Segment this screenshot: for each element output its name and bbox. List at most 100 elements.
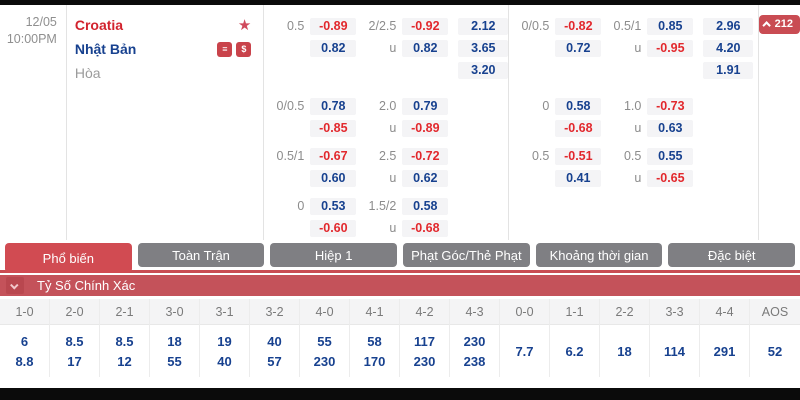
odds-value[interactable]: 3.65 — [458, 39, 509, 57]
odds-row: 0/0.5 -0.82 0.5/1 0.85 2.96 — [513, 15, 757, 37]
odds-value[interactable]: 0.63 — [647, 119, 694, 137]
dollar-badge-icon[interactable]: $ — [236, 41, 252, 57]
banknote-badge-icon[interactable]: ≡ — [217, 41, 233, 57]
odds-block: 0/0.5 0.78 2.0 0.79 -0.85 u -0.89 — [268, 95, 508, 139]
odds-value[interactable]: 0.62 — [402, 169, 449, 187]
odds-value[interactable]: 0.78 — [310, 97, 357, 115]
odds-value[interactable]: -0.68 — [402, 219, 449, 237]
score-odds[interactable]: 6.2 — [565, 343, 584, 359]
score-values: 8.5 17 — [50, 325, 99, 377]
odds-value[interactable]: 1.91 — [703, 61, 754, 79]
odds-value[interactable]: -0.73 — [647, 97, 694, 115]
score-odds[interactable]: 58 — [367, 333, 382, 349]
score-odds[interactable]: 230 — [463, 333, 486, 349]
odds-value[interactable]: 0.85 — [647, 17, 694, 35]
empty-cell — [402, 62, 448, 79]
tab-2[interactable]: Toàn Trận — [137, 243, 265, 267]
score-values: 7.7 — [500, 325, 549, 377]
odds-block: 0/0.5 -0.82 0.5/1 0.85 2.96 0.72 u -0.95 4.20 1.9… — [513, 15, 757, 81]
handicap-line-label: 0.5 — [286, 19, 305, 33]
score-column: AOS 52 — [750, 299, 800, 377]
odds-value[interactable]: -0.67 — [310, 147, 357, 165]
tab-3[interactable]: Hiệp 1 — [270, 243, 398, 267]
score-column: 4-1 58 170 — [350, 299, 400, 377]
score-odds[interactable]: 8.8 — [15, 353, 34, 369]
odds-value[interactable]: -0.60 — [310, 219, 357, 237]
score-odds[interactable]: 18 — [617, 343, 632, 359]
odds-value[interactable]: -0.89 — [402, 119, 449, 137]
handicap-line-label: u — [389, 171, 397, 185]
score-odds[interactable]: 238 — [463, 353, 486, 369]
score-odds[interactable]: 114 — [664, 343, 685, 359]
odds-row: 0.5 -0.89 2/2.5 -0.92 2.12 — [268, 15, 509, 37]
more-markets-column: 212 — [758, 5, 800, 240]
score-odds[interactable]: 8.5 — [115, 333, 134, 349]
odds-value[interactable]: -0.72 — [402, 147, 449, 165]
favorite-star-icon[interactable]: ★ — [237, 16, 252, 34]
odds-value[interactable]: 0.58 — [402, 197, 449, 215]
odds-value[interactable]: 2.96 — [703, 17, 754, 35]
more-markets-badge[interactable]: 212 — [758, 15, 800, 34]
score-values: 114 — [650, 325, 699, 377]
score-odds[interactable]: 117 — [414, 333, 435, 349]
odds-value[interactable]: 0.79 — [402, 97, 449, 115]
odds-value[interactable]: -0.92 — [402, 17, 449, 35]
score-odds[interactable]: 55 — [317, 333, 332, 349]
score-values: 55 230 — [300, 325, 349, 377]
odds-block: 0.5/1 -0.67 2.5 -0.72 0.60 u 0.62 — [268, 145, 508, 189]
odds-value[interactable]: 0.58 — [555, 97, 602, 115]
score-odds[interactable]: 230 — [313, 353, 336, 369]
tab-6[interactable]: Đặc biệt — [668, 243, 796, 267]
score-header: 1-0 — [0, 299, 49, 325]
odds-value[interactable]: 0.55 — [647, 147, 694, 165]
score-odds[interactable]: 52 — [767, 343, 783, 359]
odds-value[interactable]: 3.20 — [458, 61, 509, 79]
tab-1[interactable]: Phổ biến — [5, 243, 132, 273]
score-values: 40 57 — [250, 325, 299, 377]
correct-score-grid: 1-0 6 8.8 2-0 8.5 17 2-1 8.5 12 3-0 18 55 3-1 19 40 3-2… — [0, 299, 800, 377]
score-odds[interactable]: 6 — [20, 333, 29, 349]
odds-value[interactable]: -0.68 — [555, 119, 602, 137]
score-odds[interactable]: 170 — [363, 353, 386, 369]
odds-value[interactable]: 0.53 — [310, 197, 357, 215]
market-tabs: Phổ biến Toàn Trận Hiệp 1 Phạt Góc/Thẻ Phạt… — [0, 240, 800, 273]
score-odds[interactable]: 12 — [117, 353, 132, 369]
odds-value[interactable]: 0.41 — [555, 169, 602, 187]
score-odds[interactable]: 230 — [413, 353, 436, 369]
score-values: 19 40 — [200, 325, 249, 377]
more-markets-count: 212 — [774, 18, 794, 30]
score-values: 230 238 — [450, 325, 499, 377]
score-odds[interactable]: 291 — [713, 343, 736, 359]
collapse-chevron-box[interactable] — [6, 277, 24, 294]
empty-cell — [647, 62, 693, 79]
odds-value[interactable]: -0.89 — [310, 17, 357, 35]
score-odds[interactable]: 7.7 — [515, 343, 534, 359]
score-odds[interactable]: 55 — [167, 353, 182, 369]
odds-value[interactable]: -0.65 — [647, 169, 694, 187]
odds-value[interactable]: 0.82 — [402, 39, 449, 57]
score-odds[interactable]: 19 — [217, 333, 232, 349]
odds-value[interactable]: 0.60 — [310, 169, 357, 187]
score-odds[interactable]: 57 — [267, 353, 282, 369]
score-odds[interactable]: 8.5 — [65, 333, 84, 349]
odds-value[interactable]: -0.85 — [310, 119, 357, 137]
odds-value[interactable]: 4.20 — [703, 39, 754, 57]
odds-value[interactable]: 0.72 — [555, 39, 602, 57]
score-odds[interactable]: 40 — [267, 333, 282, 349]
odds-value[interactable]: 0.82 — [310, 39, 357, 57]
handicap-line-label: u — [389, 221, 397, 235]
score-odds[interactable]: 17 — [67, 353, 82, 369]
tab-5[interactable]: Khoảng thời gian — [535, 243, 663, 267]
odds-value[interactable]: -0.82 — [555, 17, 602, 35]
odds-value[interactable]: -0.51 — [555, 147, 602, 165]
tab-4[interactable]: Phạt Góc/Thẻ Phạt — [403, 243, 530, 267]
handicap-line-label: 1.0 — [623, 99, 642, 113]
odds-value[interactable]: 2.12 — [458, 17, 509, 35]
first-half-odds-group: 0/0.5 -0.82 0.5/1 0.85 2.96 0.72 u -0.95 4.20 1.9… — [509, 5, 759, 240]
correct-score-banner[interactable]: Tỷ Số Chính Xác — [0, 275, 800, 296]
score-header: 4-0 — [300, 299, 349, 325]
odds-row: 0.5 -0.51 0.5 0.55 — [513, 145, 757, 167]
score-odds[interactable]: 18 — [167, 333, 182, 349]
odds-value[interactable]: -0.95 — [647, 39, 694, 57]
score-odds[interactable]: 40 — [217, 353, 232, 369]
